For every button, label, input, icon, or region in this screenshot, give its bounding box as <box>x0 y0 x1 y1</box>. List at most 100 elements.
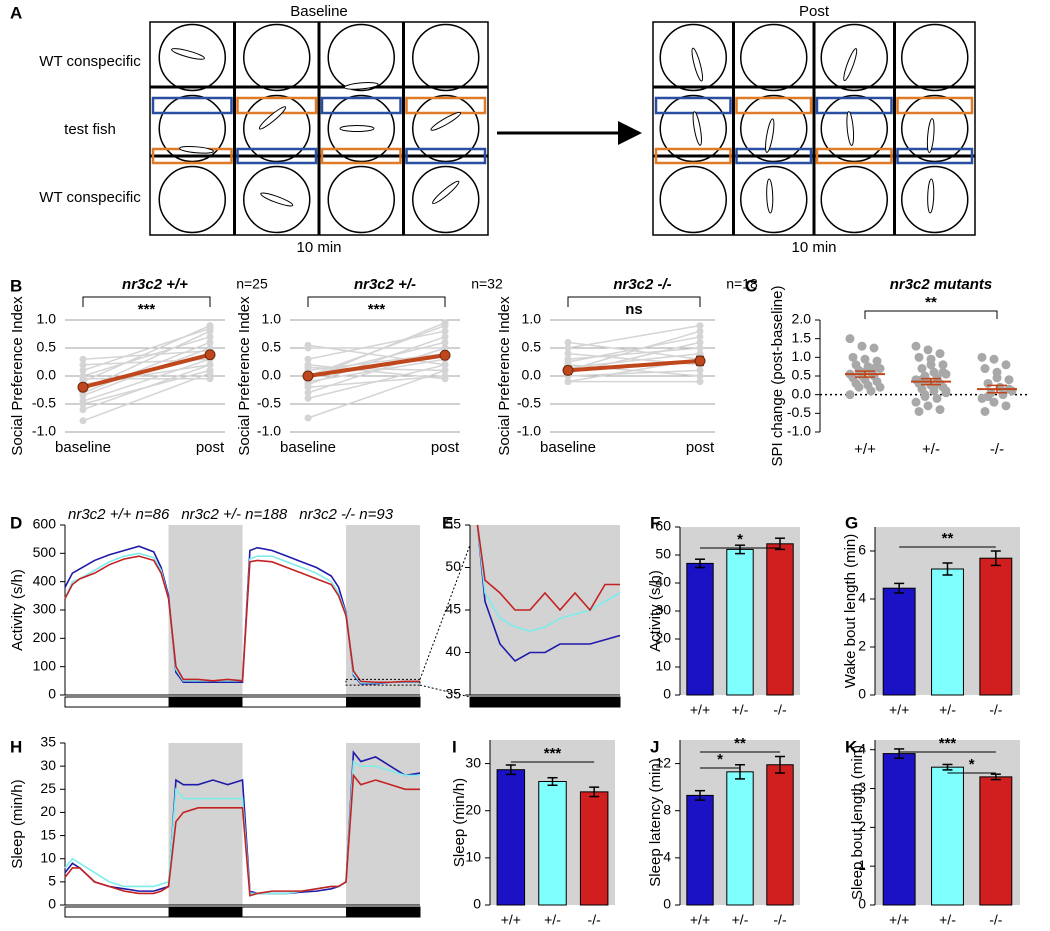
individual-point <box>304 355 312 363</box>
panel-letter: E <box>442 513 453 532</box>
panel-letter: G <box>845 513 858 532</box>
well <box>659 165 727 234</box>
individual-point <box>79 417 87 425</box>
y-tick-label: 2 <box>858 818 866 834</box>
y-tick-label: 0 <box>663 896 671 912</box>
individual-point <box>564 338 572 346</box>
night-bar <box>346 907 420 917</box>
y-tick-label: 55 <box>445 516 461 532</box>
significance-bracket <box>567 296 701 307</box>
zone <box>405 96 487 115</box>
significance-label: ** <box>925 294 937 311</box>
y-tick-label: 0.0 <box>792 385 812 401</box>
y-tick-label: 20 <box>655 630 671 646</box>
y-tick-label: 0.0 <box>522 367 542 383</box>
fish <box>430 112 462 131</box>
point <box>938 360 948 370</box>
y-axis-label: SPI change (post-baseline) <box>769 286 786 467</box>
individual-point <box>304 414 312 422</box>
fish <box>846 111 855 146</box>
bar <box>686 794 714 906</box>
individual-point <box>441 375 449 383</box>
individual-point <box>441 333 449 341</box>
point <box>935 349 945 359</box>
point <box>917 375 927 385</box>
y-tick-label: 40 <box>445 643 461 659</box>
y-tick-label: 3 <box>858 779 866 795</box>
individual-point <box>79 355 87 363</box>
legend-label: nr3c2 -/- n=93 <box>299 506 393 523</box>
significance-label: * <box>717 751 723 768</box>
individual-line <box>307 358 446 383</box>
significance-label: *** <box>939 735 957 752</box>
night-bar <box>168 697 243 707</box>
x-tick-label: -/- <box>773 912 787 928</box>
y-tick-label: 0.5 <box>792 367 812 383</box>
y-tick-label: -0.5 <box>517 395 541 411</box>
night-shading <box>346 525 420 695</box>
individual-point <box>441 319 449 327</box>
zoom-box <box>345 678 421 686</box>
point <box>914 352 924 362</box>
mean-point <box>439 349 451 361</box>
x-tick-label: -/- <box>990 441 1004 458</box>
y-axis-label: Activity (s/h) <box>647 570 664 652</box>
night-shading <box>168 743 243 905</box>
legend-label: nr3c2 +/+ n=86 <box>68 506 170 523</box>
fish <box>692 111 702 146</box>
point <box>1004 375 1014 385</box>
zone <box>320 147 402 165</box>
individual-line <box>307 375 446 388</box>
individual-point <box>304 341 312 349</box>
zoom-connector <box>419 684 471 698</box>
night-shading <box>346 743 420 905</box>
individual-point <box>564 350 572 358</box>
x-tick-label: +/+ <box>501 912 521 928</box>
point <box>1001 360 1011 370</box>
individual-point <box>206 361 214 369</box>
point <box>980 364 990 374</box>
y-tick-label: 5 <box>48 873 56 889</box>
y-tick-label: 30 <box>655 602 671 618</box>
well <box>740 94 808 163</box>
mean-point <box>77 381 89 393</box>
y-tick-label: -0.5 <box>32 395 56 411</box>
x-tick-label: +/+ <box>690 702 710 718</box>
bar <box>686 562 714 696</box>
individual-point <box>696 350 704 358</box>
x-tick-label: baseline <box>540 439 596 456</box>
point <box>980 406 990 416</box>
well <box>327 165 395 234</box>
zone <box>896 96 974 115</box>
y-tick-label: 2 <box>858 638 866 654</box>
point <box>1001 401 1011 411</box>
zone <box>896 147 974 165</box>
well <box>820 94 888 163</box>
y-tick-label: 30 <box>465 754 481 770</box>
point <box>932 393 942 403</box>
point <box>920 392 930 402</box>
mean-line <box>82 352 211 390</box>
point <box>983 392 993 402</box>
y-tick-label: 0.5 <box>37 339 57 355</box>
point <box>923 345 933 355</box>
plate-title: Post <box>799 3 830 20</box>
individual-line <box>567 324 701 349</box>
night-shading <box>470 525 620 695</box>
y-tick-label: -1.0 <box>32 423 56 439</box>
panel-letter: A <box>10 3 22 22</box>
y-tick-label: 35 <box>40 734 56 750</box>
point <box>869 343 879 353</box>
zone <box>815 147 893 165</box>
y-tick-label: 4 <box>663 849 671 865</box>
well <box>740 23 808 92</box>
fish <box>260 192 294 207</box>
well <box>820 165 888 234</box>
individual-point <box>696 344 704 352</box>
point <box>875 382 885 392</box>
bar <box>979 557 1013 696</box>
y-tick-label: 600 <box>33 516 57 532</box>
y-tick-label: 500 <box>33 544 57 560</box>
y-tick-label: 12 <box>655 754 671 770</box>
y-tick-label: 20 <box>40 803 56 819</box>
